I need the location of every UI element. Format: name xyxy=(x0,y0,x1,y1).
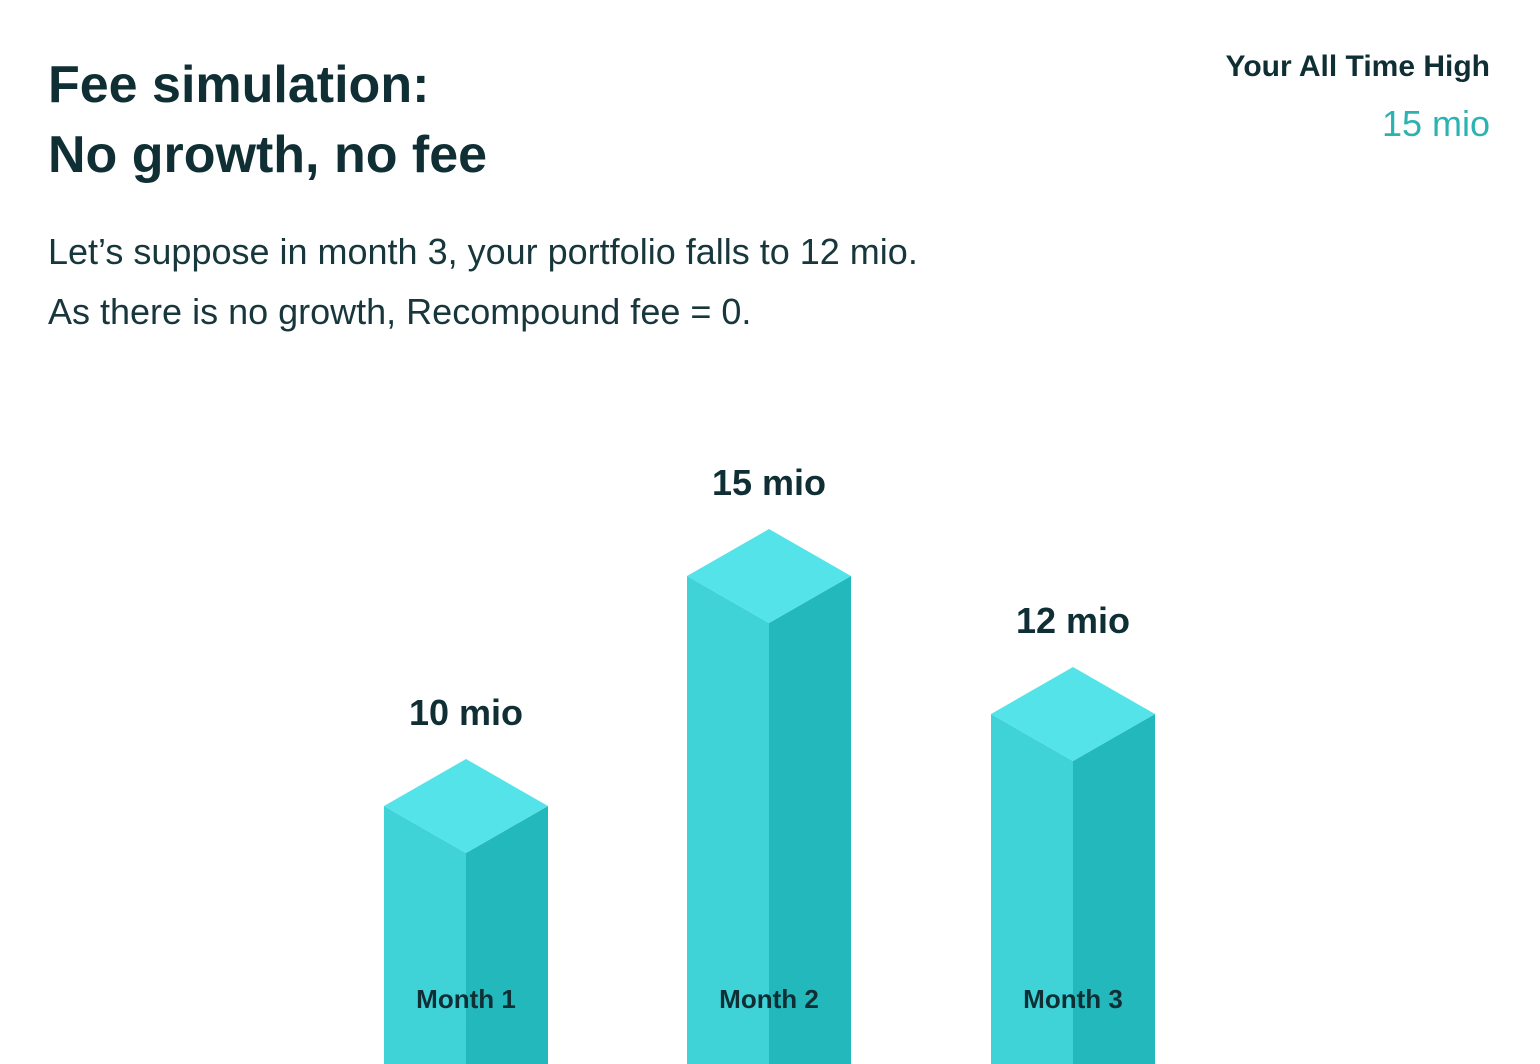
scenario-description: Let’s suppose in month 3, your portfolio… xyxy=(48,222,918,342)
description-line1: Let’s suppose in month 3, your portfolio… xyxy=(48,231,918,272)
page-title: Fee simulation: No growth, no fee xyxy=(48,50,487,190)
bar-left-face xyxy=(991,714,1073,1064)
page-title-line2: No growth, no fee xyxy=(48,126,488,184)
bar-value-label: 15 mio xyxy=(712,462,826,503)
bar-right-face xyxy=(466,806,548,1064)
bar-category-label: Month 1 xyxy=(416,984,516,1014)
bar-1: 10 mio Month 1 xyxy=(384,692,548,1064)
bar-top-face xyxy=(687,529,851,623)
bar-2: 15 mio Month 2 xyxy=(687,462,851,1064)
bar-right-face xyxy=(1073,714,1155,1064)
bar-value-label: 10 mio xyxy=(409,692,523,733)
bar-top-face xyxy=(384,759,548,853)
description-line2: As there is no growth, Recompound fee = … xyxy=(48,291,752,332)
all-time-high-panel: Your All Time High 15 mio xyxy=(1226,48,1490,146)
bar-left-face xyxy=(687,576,769,1064)
bar-category-label: Month 3 xyxy=(1023,984,1123,1014)
bar-3: 12 mio Month 3 xyxy=(991,600,1155,1064)
bar-right-face xyxy=(769,576,851,1064)
bar-left-face xyxy=(384,806,466,1064)
bar-value-label: 12 mio xyxy=(1016,600,1130,641)
bar-category-label: Month 2 xyxy=(719,984,819,1014)
page-title-line1: Fee simulation: xyxy=(48,56,430,114)
all-time-high-value: 15 mio xyxy=(1381,103,1490,144)
bar-top-face xyxy=(991,667,1155,761)
all-time-high-label: Your All Time High xyxy=(1225,50,1490,83)
